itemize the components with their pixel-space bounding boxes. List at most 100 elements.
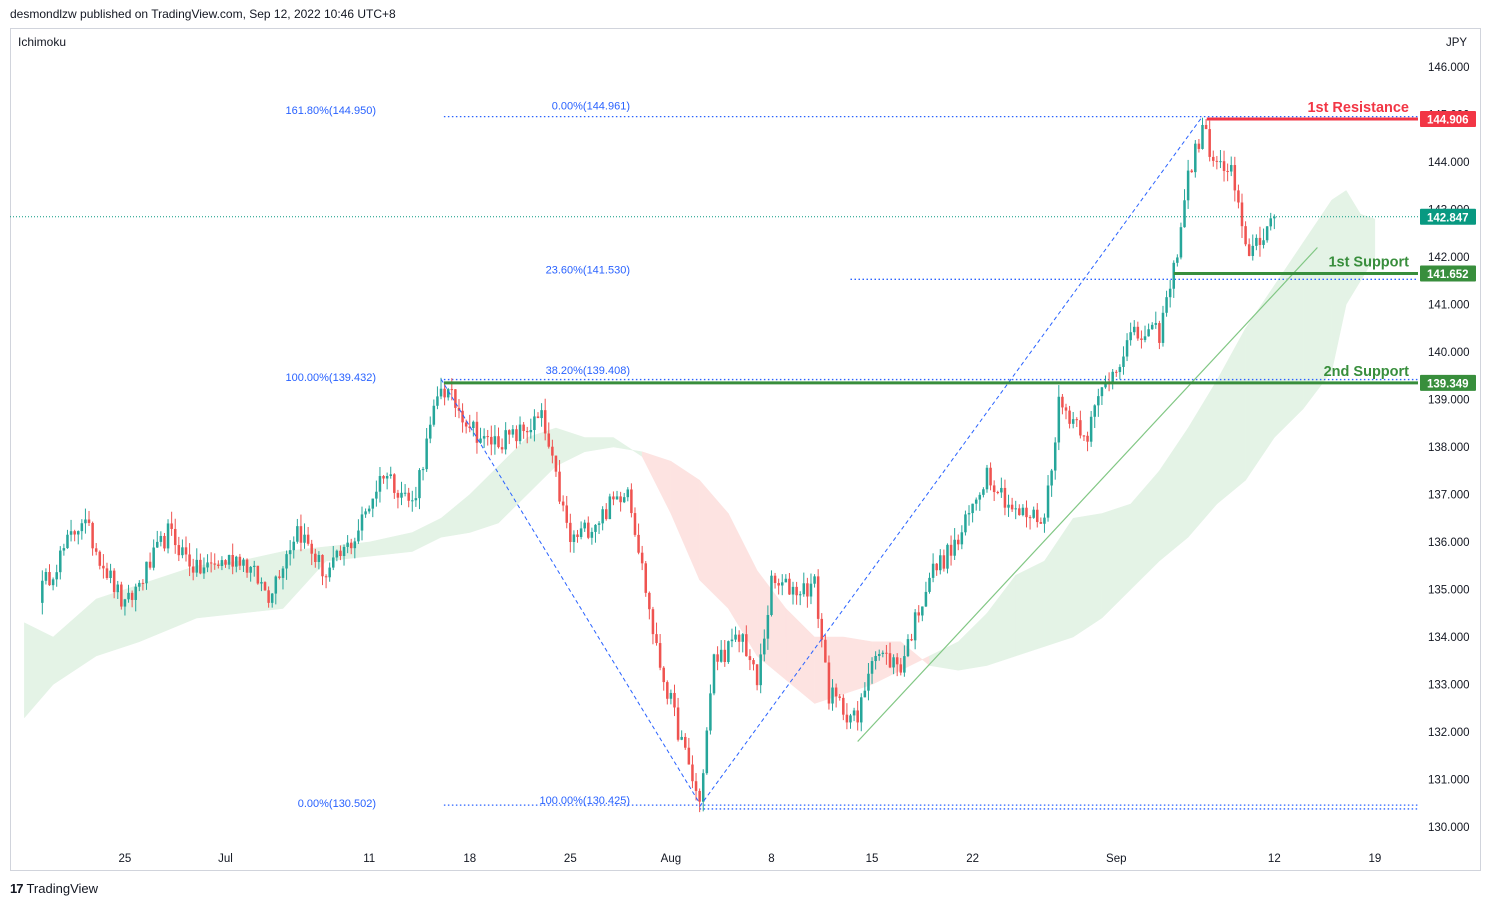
x-tick-label: Aug	[661, 853, 681, 865]
candle-body	[436, 396, 439, 406]
candle-body	[1244, 226, 1247, 245]
y-axis[interactable]: JPY146.000145.000144.000143.000142.00014…	[1420, 37, 1476, 834]
candle-body	[989, 467, 992, 486]
candle-body	[985, 467, 989, 490]
cloud-segment	[1130, 470, 1160, 591]
candle-body	[730, 639, 734, 642]
indicator-label-ichimoku[interactable]: Ichimoku	[18, 35, 67, 49]
cloud-segment	[412, 517, 442, 552]
cloud-segment	[1072, 513, 1103, 638]
candle-body	[1161, 312, 1165, 343]
cloud-segment	[24, 622, 54, 719]
candle-body	[996, 492, 1000, 494]
candle-body	[231, 555, 234, 567]
candle-body	[960, 532, 964, 545]
resistance-1-price-value: 144.906	[1427, 114, 1469, 126]
candle-body	[533, 416, 536, 431]
support-1-label: 1st Support	[1328, 255, 1409, 271]
candle-body	[1021, 507, 1025, 516]
cloud-segment	[1345, 189, 1361, 306]
candle-body	[1168, 288, 1172, 298]
candle-body	[558, 471, 561, 502]
candle-body	[547, 433, 551, 447]
candle-body	[159, 535, 163, 542]
candle-body	[306, 534, 310, 544]
support-2-price-value: 139.349	[1427, 378, 1469, 390]
candle-body	[838, 696, 841, 698]
support-1-price-value: 141.652	[1427, 269, 1469, 281]
candle-body	[278, 576, 281, 578]
candle-body	[367, 508, 371, 512]
cloud-segment	[1101, 503, 1131, 619]
candle-body	[1086, 435, 1089, 442]
candle-body	[274, 576, 278, 594]
candle-body	[324, 576, 328, 578]
candle-body	[709, 693, 712, 731]
candle-body	[1036, 509, 1039, 523]
y-tick-label: 140.000	[1428, 347, 1470, 359]
candle-body	[339, 550, 342, 557]
candle-body	[181, 547, 184, 556]
candle-body	[795, 586, 798, 596]
support-2-price-tag	[1420, 374, 1476, 391]
candle-body	[296, 526, 299, 542]
candle-body	[94, 548, 98, 552]
candle-body	[411, 500, 414, 502]
candle-body	[51, 579, 55, 586]
candle-body	[252, 565, 256, 567]
candle-body	[630, 489, 633, 514]
candle-body	[227, 555, 231, 565]
candle-body	[863, 690, 867, 698]
candle-body	[396, 492, 400, 498]
candle-body	[737, 634, 741, 642]
candle-body	[69, 531, 73, 535]
candle-body	[899, 664, 903, 673]
candle-body	[432, 405, 436, 425]
candle-body	[357, 530, 360, 542]
candle-body	[827, 662, 831, 704]
candle-body	[238, 556, 242, 566]
candle-body	[734, 634, 737, 640]
x-axis[interactable]: 25 Jul 11 18 25 Aug 8 15 22 Sep 12 19	[119, 853, 1382, 865]
candle-body	[1003, 487, 1007, 508]
candle-body	[1247, 244, 1251, 256]
candle-body	[439, 388, 443, 397]
candle-body	[522, 424, 525, 432]
candle-body	[874, 655, 877, 662]
candle-body	[270, 593, 274, 603]
candle-body	[116, 584, 120, 593]
candle-body	[170, 523, 173, 529]
candle-body	[475, 421, 479, 443]
candle-body	[127, 592, 130, 600]
y-tick-label: 141.000	[1428, 300, 1470, 312]
candle-body	[543, 410, 547, 434]
candle-body	[148, 561, 152, 568]
candle-body	[202, 567, 206, 574]
cloud-segment	[1187, 379, 1218, 538]
y-tick-label: 132.000	[1428, 727, 1470, 739]
y-tick-label: 134.000	[1428, 632, 1470, 644]
candle-body	[91, 522, 94, 549]
candle-body	[554, 455, 558, 472]
candle-body	[913, 612, 917, 641]
candle-body	[1122, 356, 1125, 367]
current-price-tag	[1420, 208, 1476, 225]
candle-body	[525, 431, 529, 433]
candle-body	[691, 764, 694, 782]
candle-body	[572, 534, 576, 542]
x-tick-label: 12	[1268, 853, 1281, 865]
candle-body	[655, 634, 658, 644]
candle-body	[292, 541, 296, 551]
tradingview-footer[interactable]: 17 TradingView	[10, 881, 98, 896]
candle-body	[1269, 218, 1272, 227]
y-tick-label: 144.000	[1428, 157, 1470, 169]
candle-body	[856, 710, 859, 723]
candle-body	[924, 591, 928, 607]
chart-frame[interactable]	[10, 28, 1481, 871]
candle-body	[1226, 170, 1229, 172]
candlestick-series	[41, 117, 1276, 813]
candle-body	[206, 562, 209, 568]
candle-body	[378, 476, 382, 492]
candle-body	[687, 747, 691, 765]
